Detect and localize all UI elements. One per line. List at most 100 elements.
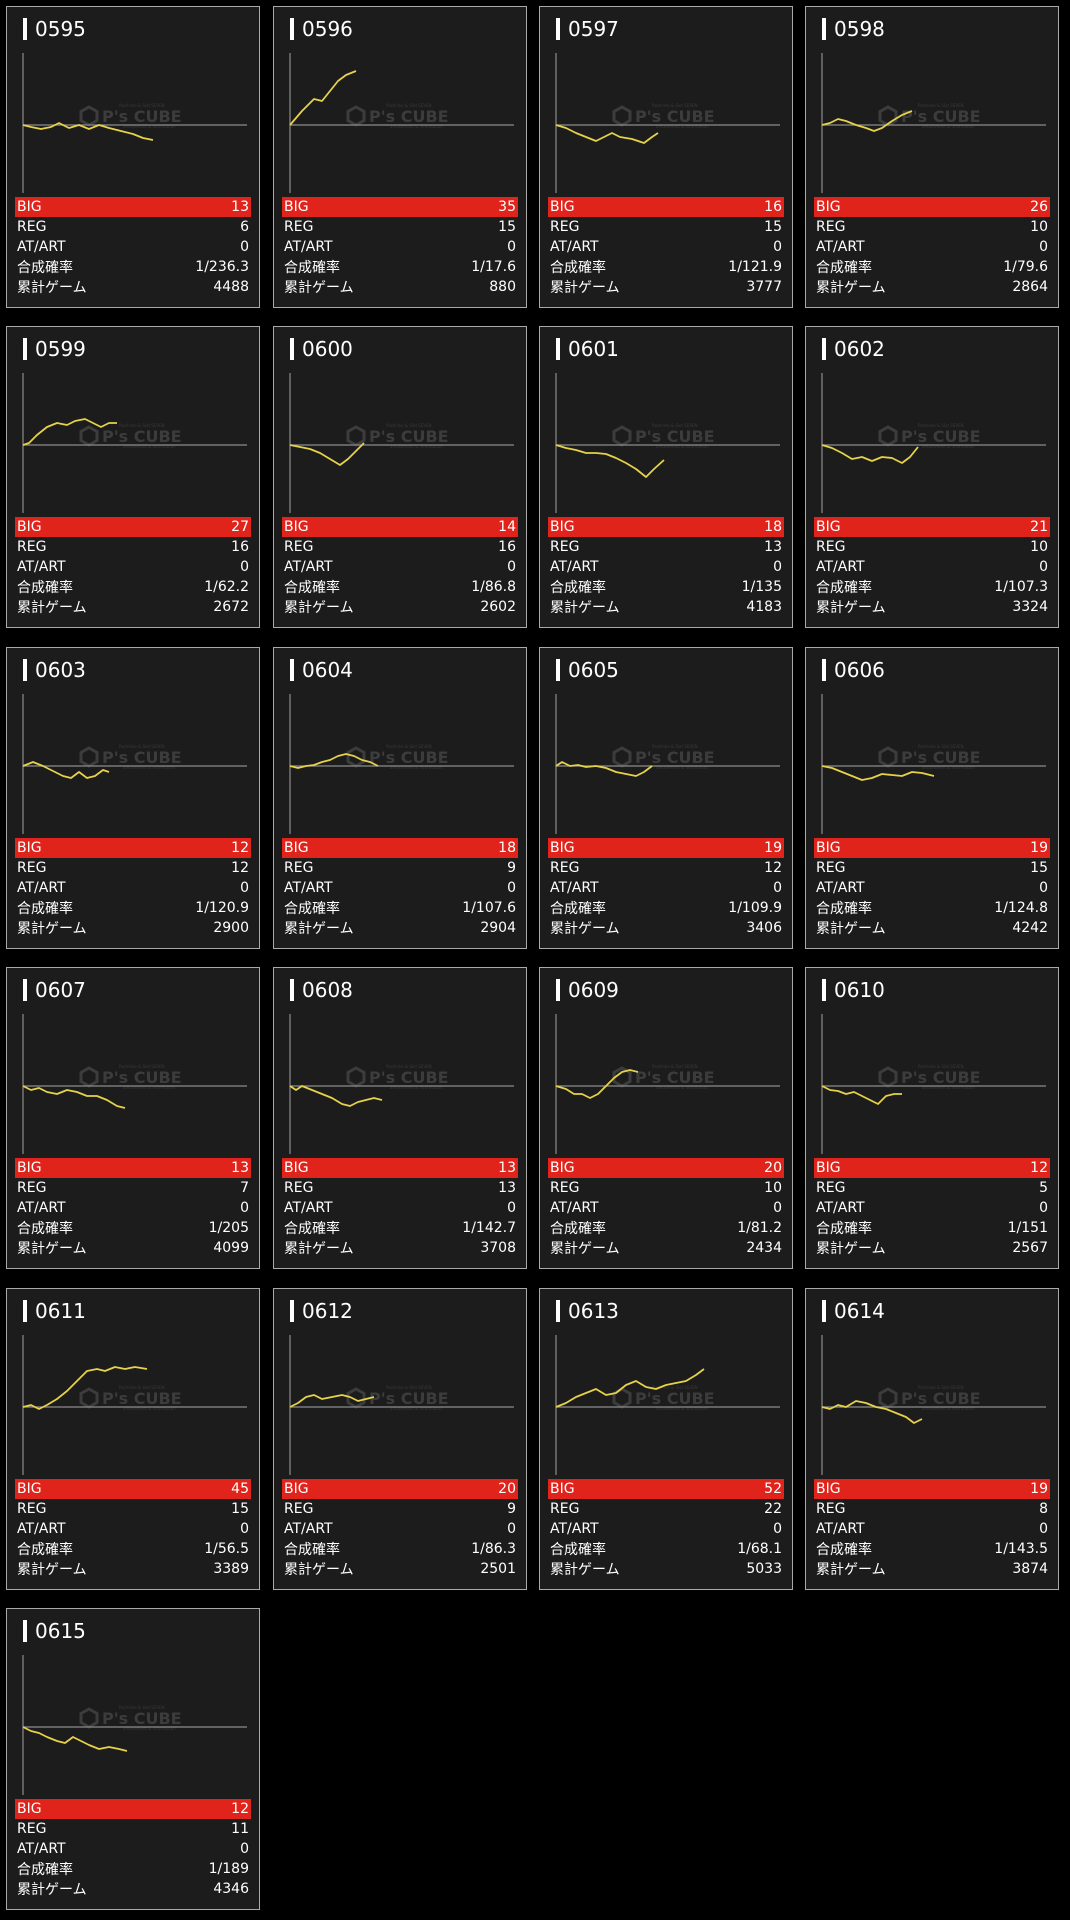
machine-card[interactable]: 0601 P's CUBE Pachinko & Slot SEVEN amuseme… (539, 326, 793, 628)
title-accent-bar (556, 1300, 560, 1322)
machine-card[interactable]: 0600 P's CUBE Pachinko & Slot SEVEN amuseme… (273, 326, 527, 628)
title-accent-bar (822, 979, 826, 1001)
watermark-subtitle-bottom: amusement & information (390, 444, 443, 449)
big-count-row: BIG 16 (548, 197, 784, 217)
machine-card[interactable]: 0612 P's CUBE Pachinko & Slot SEVEN amuseme… (273, 1288, 527, 1590)
machine-card[interactable]: 0595 P's CUBE Pachinko & Slot SEVEN amuseme… (6, 6, 260, 308)
reg-count-row: REG 11 (15, 1819, 251, 1839)
big-count-row: BIG 27 (15, 517, 251, 537)
watermark-subtitle-bottom: amusement & information (123, 124, 176, 129)
machine-card[interactable]: 0607 P's CUBE Pachinko & Slot SEVEN amuseme… (6, 967, 260, 1269)
stat-value: 1/81.2 (737, 1220, 782, 1236)
watermark-subtitle-top: Pachinko & Slot SEVEN (386, 1385, 432, 1390)
title-accent-bar (23, 338, 27, 360)
watermark-brand: P's CUBE (102, 748, 182, 767)
stat-label: REG (17, 1180, 47, 1196)
stat-value: 35 (498, 199, 516, 215)
stat-value: 12 (231, 1801, 249, 1817)
machine-card[interactable]: 0598 P's CUBE Pachinko & Slot SEVEN amuseme… (805, 6, 1059, 308)
stat-label: AT/ART (17, 1200, 66, 1216)
stat-value: 7 (240, 1180, 249, 1196)
machine-card[interactable]: 0609 P's CUBE Pachinko & Slot SEVEN amuseme… (539, 967, 793, 1269)
art-count-row: AT/ART 0 (814, 557, 1050, 577)
stat-label: AT/ART (17, 1841, 66, 1857)
stat-value: 27 (231, 519, 249, 535)
machine-card[interactable]: 0596 P's CUBE Pachinko & Slot SEVEN amuseme… (273, 6, 527, 308)
machine-card[interactable]: 0615 P's CUBE Pachinko & Slot SEVEN amuseme… (6, 1608, 260, 1910)
machine-card[interactable]: 0604 P's CUBE Pachinko & Slot SEVEN amuseme… (273, 647, 527, 949)
reg-count-row: REG 12 (548, 858, 784, 878)
watermark-brand: P's CUBE (102, 107, 182, 126)
watermark-subtitle-bottom: amusement & information (922, 444, 975, 449)
reg-count-row: REG 13 (548, 537, 784, 557)
watermark-brand: P's CUBE (635, 107, 715, 126)
hexagon-logo-icon (878, 1387, 898, 1409)
stat-label: 累計ゲーム (816, 600, 886, 616)
total-games-row: 累計ゲーム 2900 (15, 918, 251, 938)
machine-card[interactable]: 0606 P's CUBE Pachinko & Slot SEVEN amuseme… (805, 647, 1059, 949)
total-games-row: 累計ゲーム 2501 (282, 1559, 518, 1579)
stat-label: 合成確率 (284, 901, 340, 917)
stat-label: BIG (284, 1160, 309, 1176)
stats-table: BIG 13 REG 6 AT/ART 0 合成確率 1/236.3 累計ゲーム 4488 (15, 197, 251, 297)
stat-label: 累計ゲーム (284, 1241, 354, 1257)
stats-table: BIG 12 REG 12 AT/ART 0 合成確率 1/120.9 累計ゲーム 2900 (15, 838, 251, 938)
watermark-subtitle-top: Pachinko & Slot SEVEN (918, 1064, 964, 1069)
stat-label: BIG (816, 519, 841, 535)
machine-card[interactable]: 0605 P's CUBE Pachinko & Slot SEVEN amuseme… (539, 647, 793, 949)
slump-line (22, 418, 117, 446)
stat-label: 合成確率 (17, 1221, 73, 1237)
machine-number: 0602 (834, 337, 885, 361)
stat-value: 0 (1039, 559, 1048, 575)
stat-value: 15 (231, 1501, 249, 1517)
art-count-row: AT/ART 0 (282, 237, 518, 257)
art-count-row: AT/ART 0 (814, 237, 1050, 257)
stat-value: 0 (507, 239, 516, 255)
machine-card[interactable]: 0608 P's CUBE Pachinko & Slot SEVEN amuseme… (273, 967, 527, 1269)
stat-label: AT/ART (816, 1200, 865, 1216)
title-accent-bar (23, 1620, 27, 1642)
machine-number: 0612 (302, 1299, 353, 1323)
stat-label: 合成確率 (816, 1542, 872, 1558)
machine-card[interactable]: 0602 P's CUBE Pachinko & Slot SEVEN amuseme… (805, 326, 1059, 628)
stat-value: 14 (498, 519, 516, 535)
stat-label: 合成確率 (17, 901, 73, 917)
watermark-subtitle-top: Pachinko & Slot SEVEN (119, 744, 165, 749)
stat-label: REG (816, 1501, 846, 1517)
stat-label: 合成確率 (284, 580, 340, 596)
stat-label: REG (816, 1180, 846, 1196)
stat-label: 累計ゲーム (17, 280, 87, 296)
stat-value: 0 (773, 559, 782, 575)
stat-value: 18 (498, 840, 516, 856)
machine-card[interactable]: 0599 P's CUBE Pachinko & Slot SEVEN amuseme… (6, 326, 260, 628)
watermark-subtitle-top: Pachinko & Slot SEVEN (119, 103, 165, 108)
stat-value: 16 (231, 539, 249, 555)
slump-line (821, 1400, 923, 1424)
machine-card[interactable]: 0610 P's CUBE Pachinko & Slot SEVEN amuseme… (805, 967, 1059, 1269)
stat-label: 累計ゲーム (284, 600, 354, 616)
stat-label: AT/ART (17, 1521, 66, 1537)
machine-card[interactable]: 0613 P's CUBE Pachinko & Slot SEVEN amuseme… (539, 1288, 793, 1590)
combined-probability-row: 合成確率 1/68.1 (548, 1539, 784, 1559)
combined-probability-row: 合成確率 1/121.9 (548, 257, 784, 277)
machine-card[interactable]: 0597 P's CUBE Pachinko & Slot SEVEN amuseme… (539, 6, 793, 308)
art-count-row: AT/ART 0 (548, 557, 784, 577)
stat-label: AT/ART (284, 880, 333, 896)
big-count-row: BIG 13 (282, 1158, 518, 1178)
art-count-row: AT/ART 0 (15, 1839, 251, 1859)
machine-card[interactable]: 0611 P's CUBE Pachinko & Slot SEVEN amuseme… (6, 1288, 260, 1590)
stat-label: AT/ART (816, 880, 865, 896)
stat-label: 累計ゲーム (17, 600, 87, 616)
hexagon-logo-icon (612, 105, 632, 127)
machine-card[interactable]: 0603 P's CUBE Pachinko & Slot SEVEN amuseme… (6, 647, 260, 949)
machine-card[interactable]: 0614 P's CUBE Pachinko & Slot SEVEN amuseme… (805, 1288, 1059, 1590)
stat-value: 2864 (1012, 279, 1048, 295)
stat-value: 4183 (746, 599, 782, 615)
stat-value: 10 (764, 1180, 782, 1196)
stat-value: 2900 (213, 920, 249, 936)
